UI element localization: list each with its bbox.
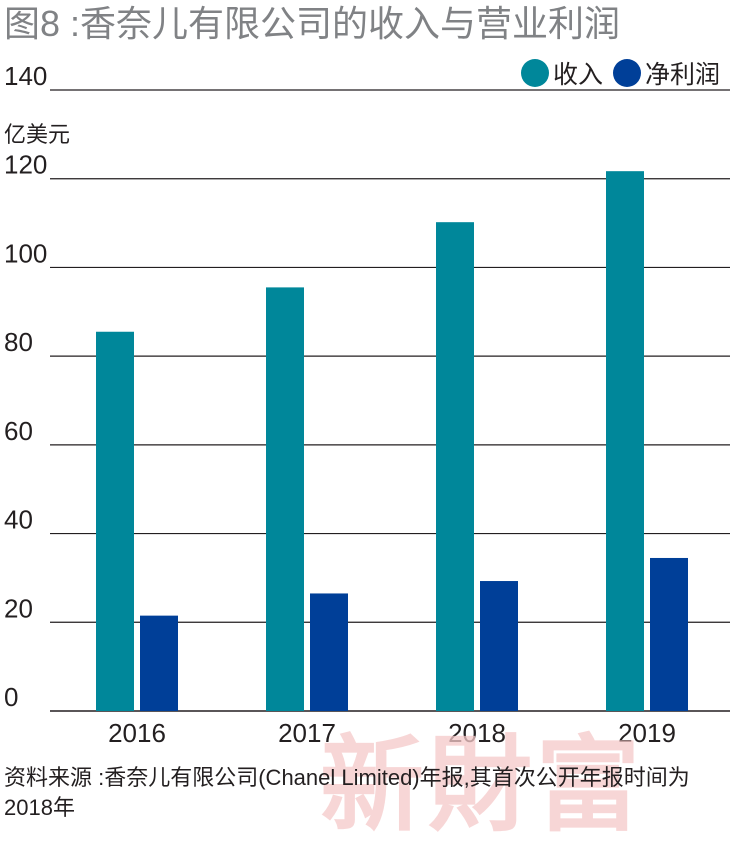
chart-title: 图8 :香奈儿有限公司的收入与营业利润	[4, 3, 621, 44]
legend-label-revenue: 收入	[552, 61, 603, 89]
legend-label-net-profit: 净利润	[644, 61, 720, 89]
bar-revenue	[436, 222, 474, 712]
y-tick-label: 0	[4, 682, 18, 712]
x-tick-label: 2016	[108, 718, 166, 748]
y-tick-label: 140	[4, 61, 47, 91]
x-tick-label: 2017	[278, 718, 336, 748]
y-axis-unit-label: 亿美元	[4, 122, 71, 147]
x-tick-label: 2019	[618, 718, 676, 748]
bar-revenue	[606, 171, 644, 711]
bar-net-profit	[310, 593, 348, 711]
source-note: 资料来源 :香奈儿有限公司(Chanel Limited)年报,其首次公开年报时…	[4, 765, 690, 820]
y-tick-label: 80	[4, 327, 33, 357]
y-tick-label: 40	[4, 505, 33, 535]
x-tick-label: 2018	[448, 718, 506, 748]
legend-item-net-profit: 净利润	[612, 55, 720, 91]
legend-swatch-net-profit	[612, 59, 641, 87]
bar-chart: 0 20 40 60 80 100 120 140 2016 2017 2018 2019	[4, 61, 730, 748]
bar-revenue	[266, 287, 304, 711]
y-tick-label: 120	[4, 150, 47, 180]
bar-net-profit	[650, 557, 688, 711]
y-tick-label: 20	[4, 593, 33, 623]
watermark: 新財富	[320, 729, 645, 844]
bar-net-profit	[140, 615, 178, 711]
bar-net-profit	[480, 581, 518, 711]
y-tick-label: 100	[4, 238, 47, 268]
legend-swatch-revenue	[520, 59, 549, 87]
legend: 收入 净利润	[511, 55, 720, 91]
y-tick-label: 60	[4, 416, 33, 446]
bar-revenue	[96, 331, 134, 711]
legend-item-revenue: 收入	[520, 55, 603, 91]
